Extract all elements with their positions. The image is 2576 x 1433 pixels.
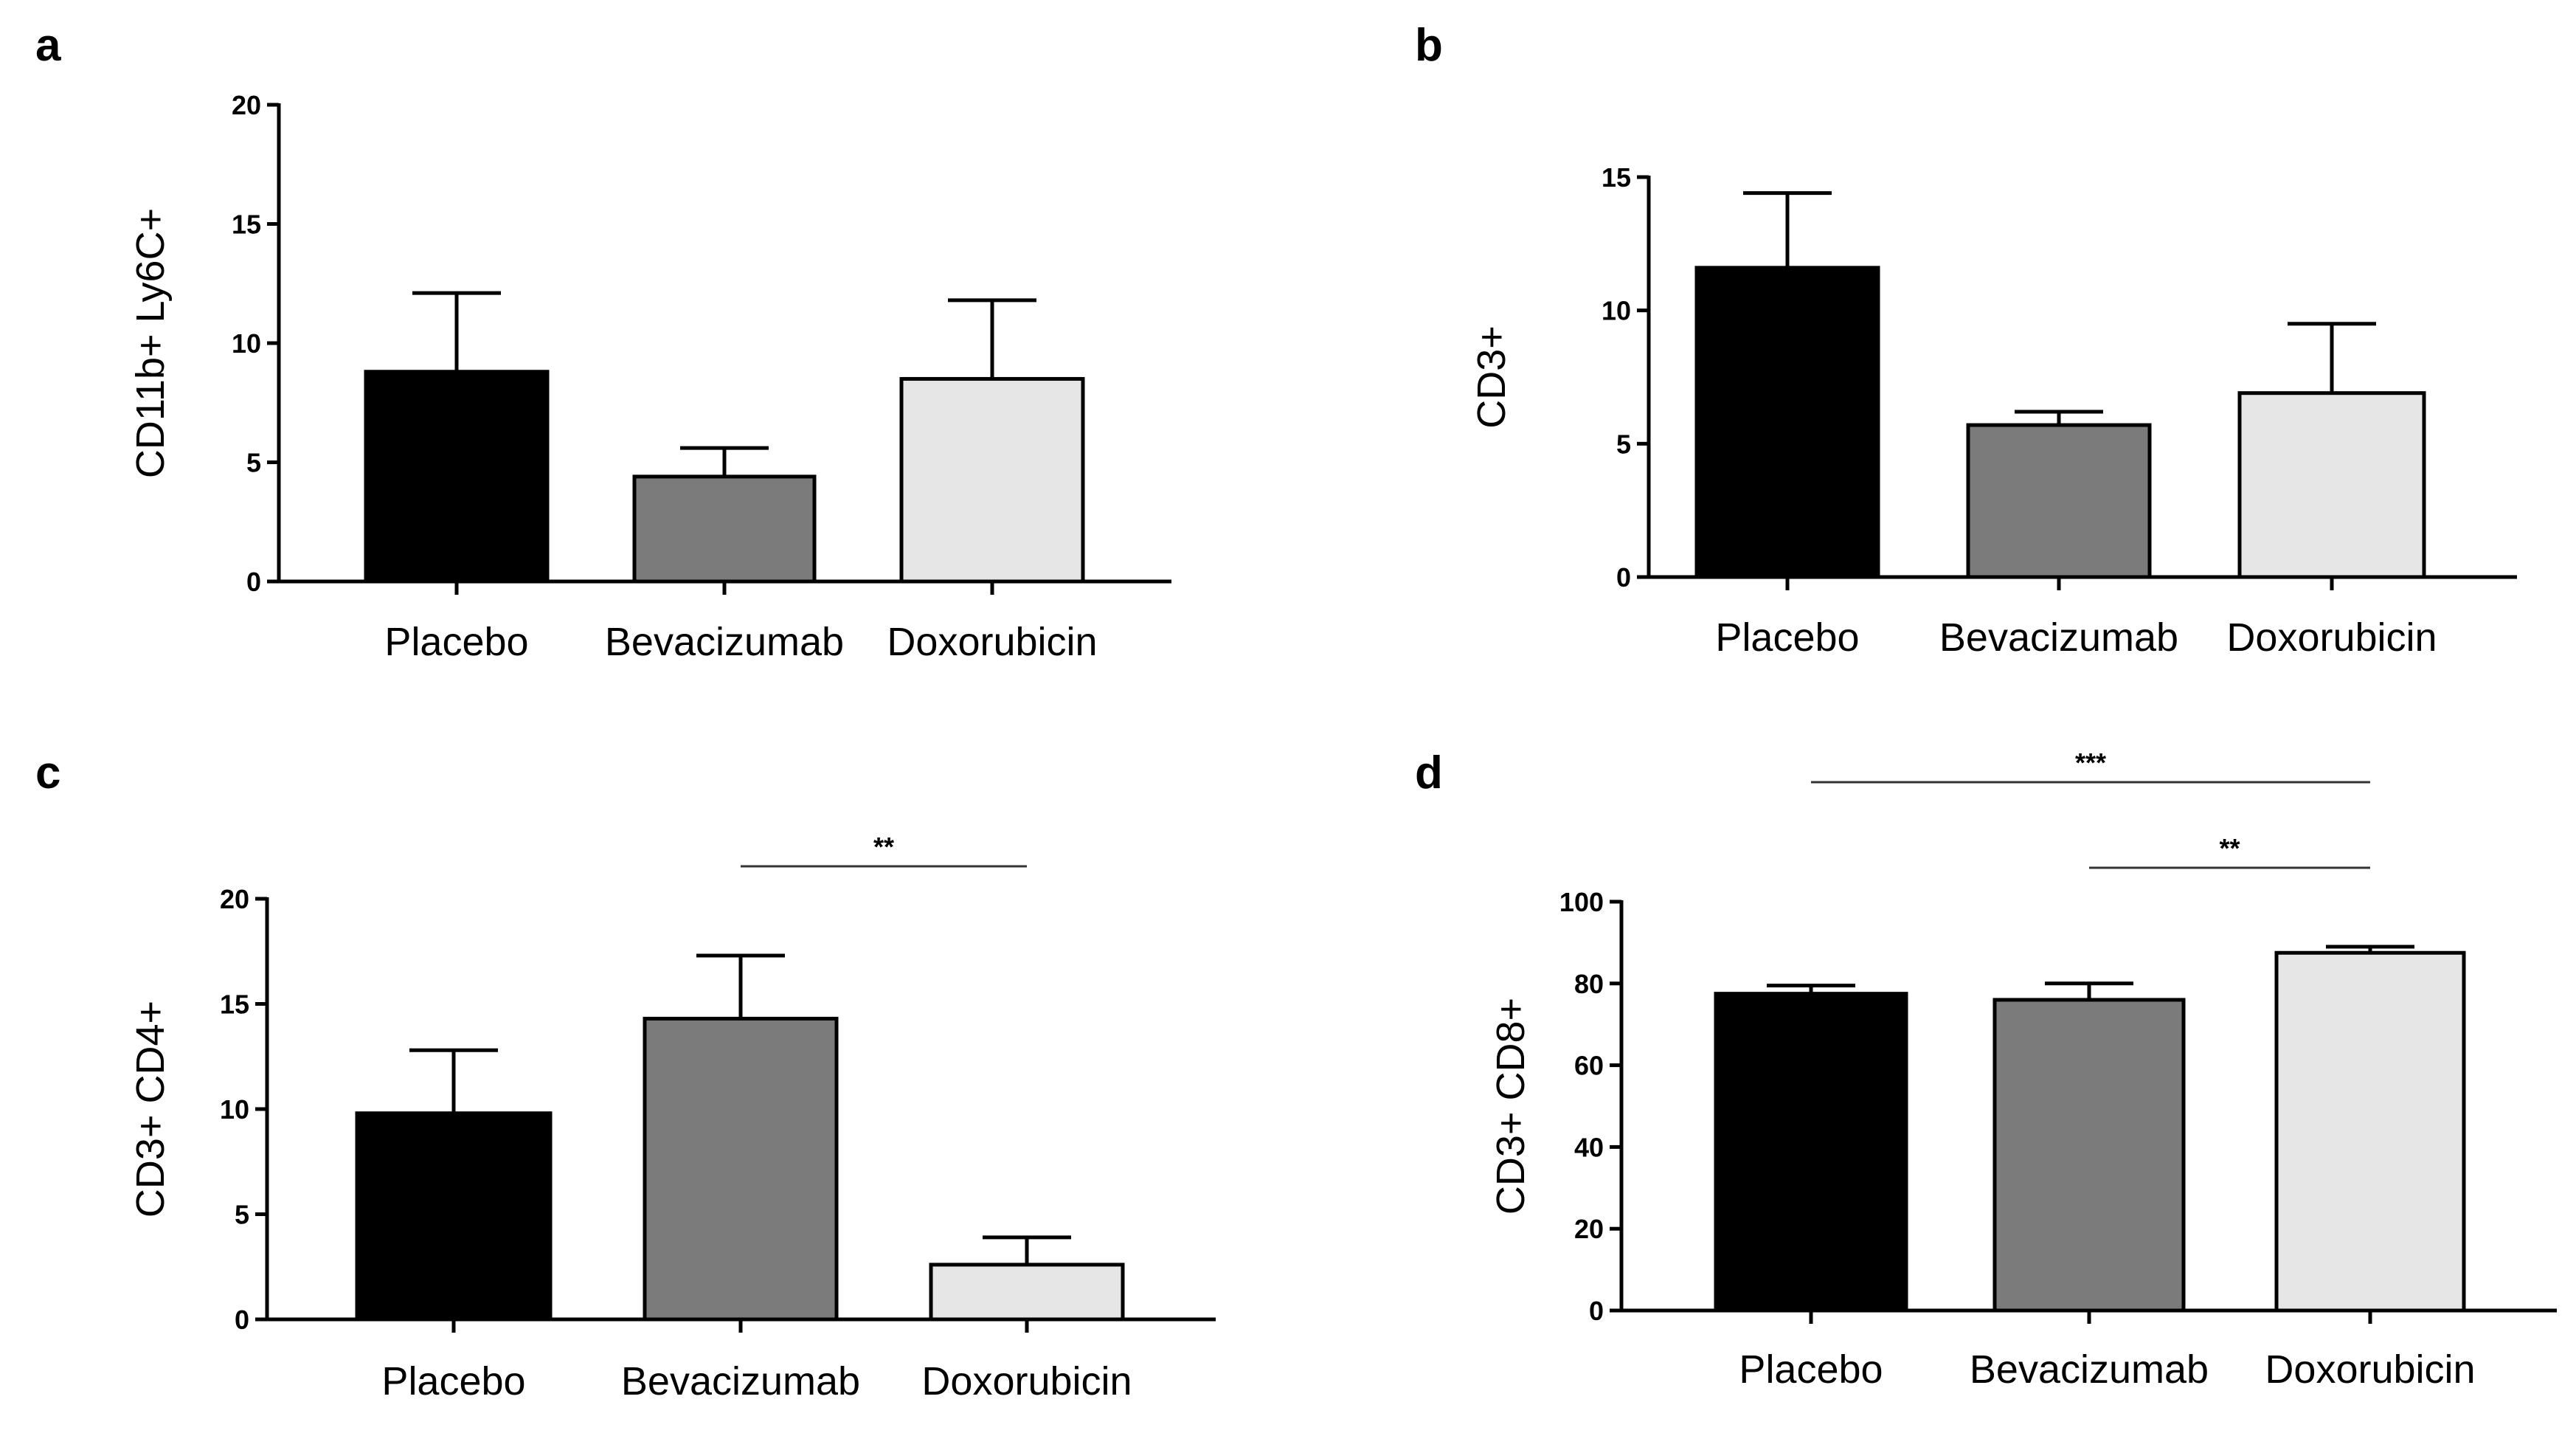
bar-bevacizumab: [1992, 998, 2186, 1313]
y-tick-label: 40: [1574, 1132, 1604, 1162]
y-tick-label: 0: [1616, 562, 1631, 593]
category-label-doxorubicin: Doxorubicin: [921, 1359, 1132, 1403]
bar-doxorubicin: [899, 376, 1085, 584]
y-tick-label: 10: [220, 1094, 249, 1125]
y-tick-label: 20: [232, 90, 261, 120]
y-axis-label: CD3+ CD4+: [128, 1001, 173, 1218]
category-label-bevacizumab: Bevacizumab: [605, 620, 844, 664]
bar-placebo: [364, 370, 550, 584]
bar-placebo: [355, 1111, 553, 1322]
y-tick-label: 5: [246, 448, 261, 478]
bar-bevacizumab: [643, 1016, 839, 1322]
category-label-bevacizumab: Bevacizumab: [1970, 1347, 2209, 1392]
panel-d: d 0 20 40 60 80 100 CD3+ CD8+ Placebo Bevacizumab…: [1415, 747, 2557, 1392]
bar-doxorubicin: [2237, 391, 2426, 579]
y-tick-label: 80: [1574, 969, 1604, 999]
category-label-doxorubicin: Doxorubicin: [2265, 1347, 2475, 1392]
category-label-doxorubicin: Doxorubicin: [887, 620, 1097, 664]
significance-label: **: [2219, 833, 2240, 863]
significance-label: ***: [2075, 747, 2106, 778]
y-tick-label: 15: [220, 990, 249, 1020]
y-tick-label: 15: [232, 210, 261, 240]
y-tick-label: 20: [1574, 1214, 1604, 1244]
category-label-doxorubicin: Doxorubicin: [2226, 615, 2437, 660]
y-tick-label: 60: [1574, 1051, 1604, 1081]
y-tick-label: 0: [235, 1305, 249, 1335]
significance-label: **: [873, 832, 894, 862]
bar-placebo: [1714, 992, 1908, 1313]
y-tick-label: 5: [1616, 429, 1631, 459]
panel-c: c 0 5 10 15 20 CD3+ CD4+ Placebo Bevacizumab Doxo…: [35, 747, 1216, 1403]
y-tick-label: 10: [1602, 296, 1631, 326]
y-tick-label: 100: [1559, 887, 1604, 917]
y-tick-label: 0: [246, 567, 261, 597]
panel-letter: a: [35, 20, 61, 71]
category-label-placebo: Placebo: [381, 1359, 525, 1403]
bar-bevacizumab: [632, 474, 817, 584]
category-label-placebo: Placebo: [1715, 615, 1859, 660]
y-tick-label: 15: [1602, 162, 1631, 193]
y-axis-label: CD3+: [1469, 325, 1514, 429]
category-label-bevacizumab: Bevacizumab: [1939, 615, 2178, 660]
y-tick-label: 5: [235, 1200, 249, 1230]
y-tick-label: 10: [232, 328, 261, 359]
y-tick-label: 20: [220, 884, 249, 914]
panel-letter: b: [1415, 20, 1443, 71]
bar-doxorubicin: [2274, 950, 2466, 1313]
bar-bevacizumab: [1966, 423, 2152, 579]
category-label-placebo: Placebo: [384, 620, 528, 664]
y-tick-label: 0: [1589, 1296, 1604, 1326]
bar-doxorubicin: [929, 1263, 1125, 1322]
y-axis-label: CD11b+ Ly6C+: [128, 208, 173, 478]
panel-b: b 0 5 10 15 CD3+ Placebo Bevacizumab Doxorubicin: [1415, 20, 2517, 660]
panel-a: a 0 5 10 15 20 CD11b+ Ly6C+ Placebo Bevacizumab D…: [35, 20, 1171, 664]
panel-letter: d: [1415, 747, 1443, 798]
panel-letter: c: [35, 747, 60, 798]
y-axis-label: CD3+ CD8+: [1489, 998, 1533, 1215]
category-label-placebo: Placebo: [1739, 1347, 1883, 1392]
category-label-bevacizumab: Bevacizumab: [621, 1359, 860, 1403]
bar-placebo: [1694, 266, 1880, 579]
